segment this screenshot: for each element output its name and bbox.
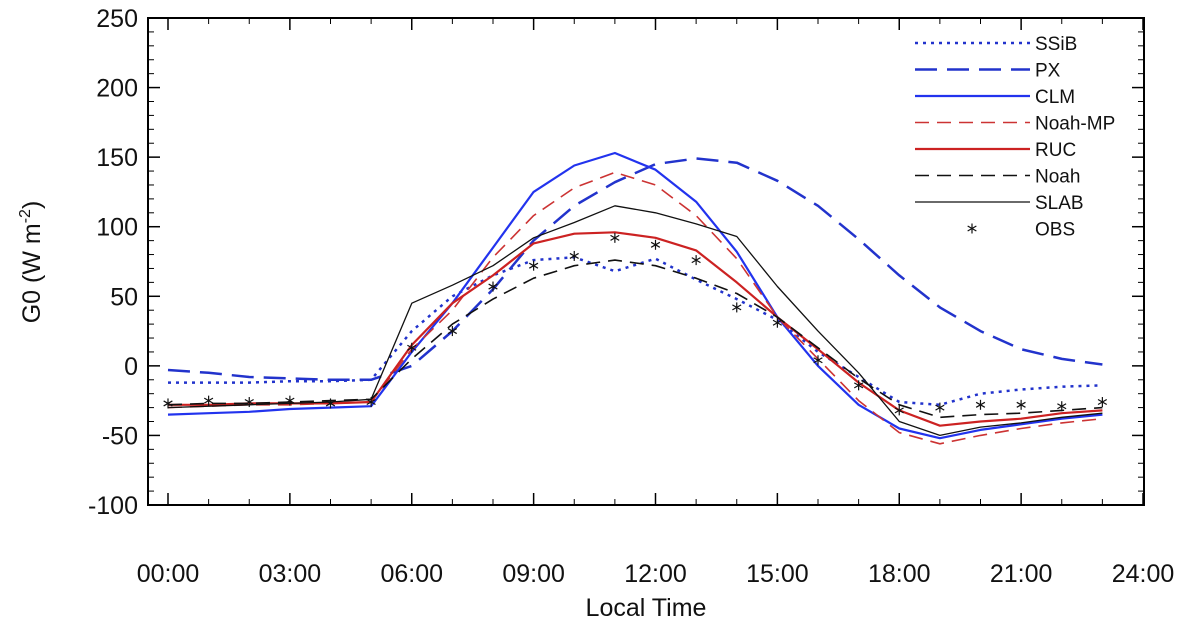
obs-point [447,326,458,337]
y-axis-label-close: ) [18,201,46,209]
y-tick-label: 250 [96,5,138,33]
y-tick-label: 50 [110,283,138,311]
obs-point [1097,397,1108,408]
legend-label-slab: SLAB [1035,193,1084,214]
obs-point [772,317,783,328]
obs-point [163,398,173,409]
legend-label-obs: OBS [1035,220,1075,241]
ticks-layer: 00:00 03:00 06:00 09:00 12:00 15:00 18:00 21:00… [88,5,1174,588]
obs-point [935,402,945,413]
y-axis-label: G0 (W m-2) [17,201,46,324]
y-tick-label: -100 [88,492,138,520]
y-axis-label-sup: -2 [17,209,34,223]
series-line-slab [167,205,1103,437]
y-axis-label-main: G0 (W m [18,223,46,323]
x-tick-label: 00:00 [137,560,200,588]
x-tick-label: 09:00 [502,560,565,588]
obs-point [853,380,864,391]
legend-label-noah: Noah [1035,167,1080,188]
obs-point [488,281,498,292]
legend-label-clm: CLM [1035,87,1075,108]
y-tick-label: 150 [96,144,138,172]
obs-point [732,302,742,313]
legend-label-px: PX [1035,61,1061,82]
obs-point [691,255,701,266]
x-tick-label: 18:00 [868,560,931,588]
y-tick-label: 100 [96,214,138,242]
obs-point [975,399,986,410]
obs-point [325,398,336,409]
obs-point [894,405,904,416]
plot-frame [147,17,1145,506]
obs-point [366,397,376,408]
x-tick-label: 03:00 [259,560,322,588]
series-line-clm [167,151,1103,440]
obs-point [1016,399,1026,410]
y-tick-label: 200 [96,75,138,103]
series-line-ssib [168,256,1103,407]
obs-point [610,232,620,243]
series-line-ruc [168,231,1103,427]
legend-label-ruc: RUC [1035,140,1076,161]
legend: SSiB PX CLM Noah-MP RUC Noah SLAB OBS [915,34,1115,241]
x-axis-label: Local Time [586,594,707,622]
series-line-px [167,157,1103,382]
y-tick-label: 0 [124,353,138,381]
x-tick-label: 15:00 [746,560,809,588]
obs-point [528,260,539,271]
obs-point [1057,401,1067,412]
x-tick-label: 06:00 [380,560,443,588]
obs-point [203,395,214,406]
x-tick-label: 24:00 [1112,560,1175,588]
x-tick-label: 21:00 [990,560,1053,588]
obs-point [285,395,295,406]
obs-point [813,355,823,366]
x-tick-label: 12:00 [624,560,687,588]
obs-point [650,239,661,250]
series-line-noah [167,259,1103,419]
obs-point [569,250,579,261]
obs-point [244,397,254,408]
legend-label-noah-mp: Noah-MP [1035,114,1115,135]
legend-label-ssib: SSiB [1035,34,1077,55]
series-layer [163,151,1108,445]
legend-marker-obs [967,223,977,234]
obs-point [407,342,417,353]
series-obs [163,232,1108,416]
y-tick-label: -50 [102,422,138,450]
